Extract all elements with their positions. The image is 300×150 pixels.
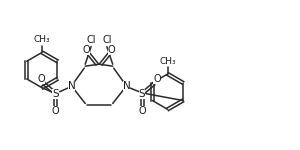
Text: O: O (52, 106, 60, 116)
Text: CH₃: CH₃ (159, 57, 176, 66)
Text: Cl: Cl (102, 35, 112, 45)
Text: O: O (138, 106, 146, 116)
Text: CH₃: CH₃ (34, 35, 50, 44)
Text: S: S (139, 89, 146, 99)
Text: S: S (52, 89, 59, 99)
Text: Cl: Cl (86, 35, 96, 45)
Text: O: O (37, 74, 45, 84)
Text: N: N (68, 81, 75, 91)
Text: O: O (82, 45, 90, 56)
Text: N: N (123, 81, 130, 91)
Text: O: O (153, 74, 161, 84)
Text: O: O (108, 45, 116, 56)
